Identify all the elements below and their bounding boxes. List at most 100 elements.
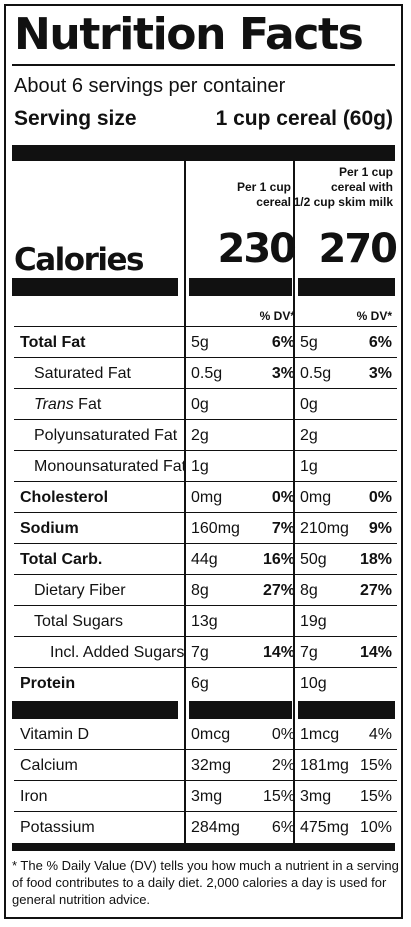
nutrient-name-text: Total Fat <box>20 334 86 351</box>
col2-amount: 2g <box>300 427 318 444</box>
nutrient-name: Protein <box>20 674 75 694</box>
col1-amount: 7g <box>191 644 209 661</box>
dv-header-col2: % DV* <box>356 309 392 323</box>
title-divider <box>12 64 395 66</box>
col1-amount: 160mg <box>191 520 240 537</box>
table-row: Incl. Added Sugars 7g 14% 7g 14% <box>0 637 411 668</box>
col1-dv: 15% <box>262 788 295 805</box>
col1-amount: 284mg <box>191 819 240 836</box>
col1-dv: 2% <box>271 757 295 774</box>
col1-amount: 0mg <box>191 489 223 506</box>
label-title: Nutrition Facts <box>14 9 364 60</box>
nutrient-name-text: Cholesterol <box>20 489 109 506</box>
nutrient-name: Total Sugars <box>34 612 123 632</box>
col2-amount: 1g <box>300 458 318 475</box>
nutrient-name-text: Monounsaturated Fat <box>34 458 187 475</box>
nutrient-name: Dietary Fiber <box>34 581 126 601</box>
footnote: * The % Daily Value (DV) tells you how m… <box>12 858 399 907</box>
nutrient-name: Polyunsaturated Fat <box>34 426 177 446</box>
vitamin-bar-col2 <box>298 701 395 719</box>
col1-amount: 8g <box>191 582 209 599</box>
table-row: Trans Fat 0g 0g <box>0 389 411 420</box>
col2-amount: 181mg <box>300 757 349 774</box>
col1-header: Per 1 cup cereal <box>237 180 291 210</box>
col2-dv: 9% <box>368 520 392 537</box>
col1-dv: 27% <box>262 582 295 599</box>
col2-dv: 27% <box>359 582 392 599</box>
col1-dv: 6% <box>271 334 295 351</box>
nutrient-name-text: Fat <box>73 396 102 413</box>
col1-amount: 3mg <box>191 788 223 805</box>
calories-bar-col2 <box>298 278 395 296</box>
col2-amount: 3mg <box>300 788 332 805</box>
col1-dv: 14% <box>262 644 295 661</box>
col1-amount: 0mcg <box>191 726 231 743</box>
thick-divider-bottom <box>12 843 395 851</box>
col2-amount: 0.5g <box>300 365 332 382</box>
dv-header-col1: % DV* <box>259 309 295 323</box>
col2-amount: 1mcg <box>300 726 340 743</box>
nutrient-name-text: Polyunsaturated Fat <box>34 427 178 444</box>
nutrition-label <box>4 4 403 919</box>
col2-amount: 210mg <box>300 520 349 537</box>
table-row: Dietary Fiber 8g 27% 8g 27% <box>0 575 411 606</box>
col2-amount: 50g <box>300 551 327 568</box>
col1-amount: 0g <box>191 396 209 413</box>
table-row: Total Sugars 13g 19g <box>0 606 411 637</box>
table-row: Saturated Fat 0.5g 3% 0.5g 3% <box>0 358 411 389</box>
col2-amount: 10g <box>300 675 327 692</box>
col2-dv: 14% <box>359 644 392 661</box>
col2-amount: 5g <box>300 334 318 351</box>
vitamin-name: Vitamin D <box>20 726 90 743</box>
table-row: Total Fat 5g 6% 5g 6% <box>0 327 411 358</box>
col1-amount: 6g <box>191 675 209 692</box>
nutrient-name: Total Fat <box>20 333 85 353</box>
table-row: Cholesterol 0mg 0% 0mg 0% <box>0 482 411 513</box>
table-row: Calcium 32mg 2% 181mg 15% <box>0 750 411 781</box>
nutrient-name-text: Saturated Fat <box>34 365 131 382</box>
dv-header-row <box>0 296 411 327</box>
col1-amount: 32mg <box>191 757 232 774</box>
table-row: Iron 3mg 15% 3mg 15% <box>0 781 411 812</box>
calories-bar-left <box>12 278 178 296</box>
vitamin-name: Iron <box>20 788 48 805</box>
col2-header-line3: 1/2 cup skim milk <box>293 195 393 209</box>
col1-amount: 2g <box>191 427 209 444</box>
nutrient-name: Sodium <box>20 519 79 539</box>
col2-amount: 8g <box>300 582 318 599</box>
nutrient-name-text: Total Sugars <box>34 613 123 630</box>
col2-dv: 15% <box>359 757 392 774</box>
col2-dv: 4% <box>368 726 392 743</box>
col2-dv: 3% <box>368 365 392 382</box>
col1-dv: 3% <box>271 365 295 382</box>
col1-amount: 44g <box>191 551 218 568</box>
col1-header-line2: cereal <box>256 195 291 209</box>
thick-divider-top <box>12 145 395 161</box>
col1-dv: 7% <box>271 520 295 537</box>
vitamin-name: Potassium <box>20 819 95 836</box>
col1-header-line1: Per 1 cup <box>236 180 291 194</box>
table-row: Vitamin D 0mcg 0% 1mcg 4% <box>0 719 411 750</box>
nutrient-name: Saturated Fat <box>34 364 131 384</box>
nutrient-name: Incl. Added Sugars <box>50 643 184 663</box>
col2-dv: 10% <box>359 819 392 836</box>
col2-amount: 475mg <box>300 819 349 836</box>
vitamin-name: Calcium <box>20 757 78 774</box>
table-row: Sodium 160mg 7% 210mg 9% <box>0 513 411 544</box>
col1-dv: 16% <box>262 551 295 568</box>
col1-amount: 1g <box>191 458 209 475</box>
nutrient-name: Total Carb. <box>20 550 102 570</box>
calories-col1: 230 <box>217 226 297 272</box>
nutrient-name-text: Total Carb. <box>20 551 103 568</box>
nutrient-name: Trans Fat <box>34 395 101 415</box>
nutrient-name-text: Dietary Fiber <box>34 582 126 599</box>
col2-header-line1: Per 1 cup <box>338 165 393 179</box>
nutrient-name: Monounsaturated Fat <box>34 457 186 477</box>
col2-amount: 0mg <box>300 489 332 506</box>
col1-amount: 5g <box>191 334 209 351</box>
table-row: Polyunsaturated Fat 2g 2g <box>0 420 411 451</box>
table-row: Potassium 284mg 6% 475mg 10% <box>0 812 411 843</box>
serving-size-value: 1 cup cereal (60g) <box>215 107 393 130</box>
col1-dv: 0% <box>271 726 295 743</box>
nutrient-name-text: Sodium <box>20 520 79 537</box>
